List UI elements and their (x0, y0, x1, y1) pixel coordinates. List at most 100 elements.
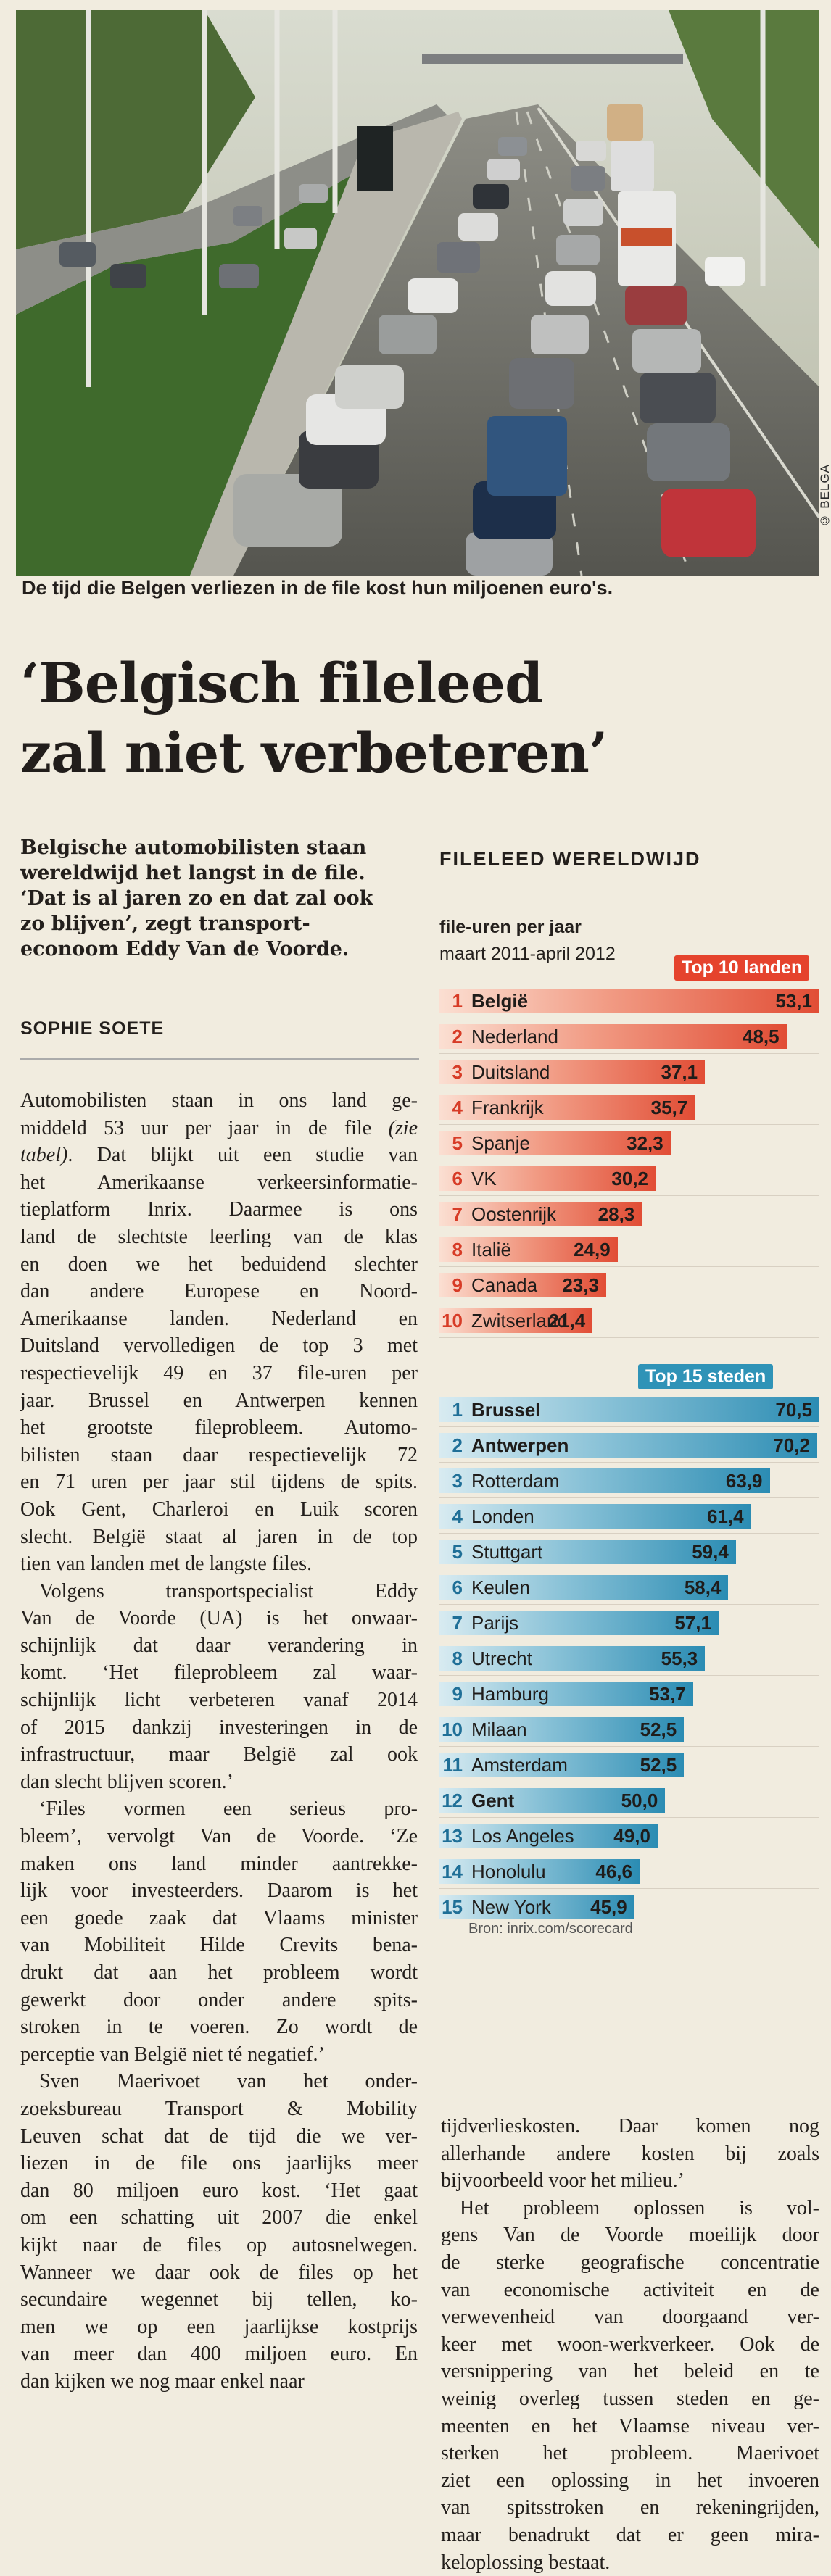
value-label: 50,0 (607, 1788, 658, 1813)
category-label: Honolulu (471, 1859, 546, 1884)
category-label: Stuttgart (471, 1540, 542, 1564)
lead-line: Belgische automobilisten staan (20, 835, 426, 860)
category-label: Los Angeles (471, 1824, 574, 1848)
value-label: 61,4 (693, 1504, 744, 1529)
value-label: 21,4 (534, 1308, 585, 1333)
article-line: verweven­heid van doorgaand ver- (441, 2303, 819, 2331)
article-line: de sterke geografische concentratie (441, 2249, 819, 2277)
article-line: meenten en het Vlaamse niveau ver- (441, 2413, 819, 2440)
article-line: slecht. België staat al jaren in de top (20, 1524, 418, 1551)
article-line: middeld 53 uur per jaar in de file (zie (20, 1115, 418, 1142)
value-label: 70,5 (761, 1397, 812, 1422)
article-line: dan 80 miljoen euro kost. ‘Het gaat (20, 2177, 418, 2205)
category-label: Keulen (471, 1575, 530, 1600)
article-line: om een schatting uit 2007 die enkel (20, 2204, 418, 2232)
category-label: Antwerpen (471, 1433, 569, 1458)
rank-label: 3 (439, 1060, 463, 1084)
article-line: secundaire wegennet bij tellen, ko- (20, 2286, 418, 2314)
rank-label: 7 (439, 1611, 463, 1635)
category-label: Spanje (471, 1131, 530, 1155)
lead-line: wereldwijd het langst in de file. (20, 860, 426, 886)
category-label: Amsterdam (471, 1753, 568, 1777)
article-line: bijvoorbeeld voor het milieu.’ (441, 2167, 819, 2195)
article-line: Volgens transportspecialist Eddy (20, 1578, 418, 1605)
rank-label: 3 (439, 1468, 463, 1493)
rank-label: 9 (439, 1273, 463, 1297)
category-label: Parijs (471, 1611, 518, 1635)
value-label: 46,6 (582, 1859, 632, 1884)
category-label: Oostenrijk (471, 1202, 556, 1226)
infobox-subtitle: file-uren per jaar (439, 917, 582, 938)
article-line: of 2015 dankzij investeringen in de (20, 1714, 418, 1742)
chart-row: 4 Frankrijk 35,7 (439, 1089, 819, 1125)
value-label: 24,9 (560, 1237, 611, 1262)
value-label: 63,9 (712, 1468, 763, 1493)
lead-line: econoom Eddy Van de Voorde. (20, 936, 426, 962)
headline: ‘Belgisch fileleed zal niet verbeteren’ (20, 649, 811, 788)
article-line: schijnlijk licht verbeteren vanaf 2014 (20, 1687, 418, 1714)
category-label: Londen (471, 1504, 534, 1529)
rank-label: 8 (439, 1646, 463, 1671)
photo-credit: © BELGA (818, 464, 831, 527)
category-label: België (471, 989, 528, 1013)
byline-divider (20, 1058, 419, 1060)
cities-chart-title: Top 15 steden (638, 1364, 773, 1389)
article-line: land de slechtste leerling van de klas (20, 1223, 418, 1251)
article-line: ‘Files vormen een serieus pro- (20, 1795, 418, 1823)
article-line: keer met woon-werkverkeer. Ook de (441, 2331, 819, 2359)
article-line: bleem’, vervolgt Van de Voorde. ‘Ze (20, 1823, 418, 1850)
infobox-period: maart 2011-april 2012 (439, 944, 616, 965)
value-label: 58,4 (670, 1575, 721, 1600)
category-label: VK (471, 1166, 497, 1191)
article-line: liezen in de file ons jaarlijks meer (20, 2150, 418, 2177)
category-label: Italië (471, 1237, 511, 1262)
category-label: Frankrijk (471, 1095, 544, 1120)
category-label: Milaan (471, 1717, 527, 1742)
rank-label: 4 (439, 1095, 463, 1120)
chart-row: 3 Rotterdam 63,9 (439, 1463, 819, 1498)
article-line: een goede zaak dat Vlaams minister (20, 1905, 418, 1932)
article-line: ziet een oplossing in het invoeren (441, 2467, 819, 2495)
article-line: Sven Maerivoet van het onder- (20, 2068, 418, 2095)
rank-label: 6 (439, 1575, 463, 1600)
value-label: 48,5 (729, 1024, 780, 1049)
article-line: Het probleem oplossen is vol- (441, 2195, 819, 2222)
category-label: Rotterdam (471, 1468, 559, 1493)
chart-row: 6 Keulen 58,4 (439, 1569, 819, 1605)
article-line: zoeksbureau Transport & Mobility (20, 2095, 418, 2123)
article-line: stroken in te voeren. Zo wordt de (20, 2014, 418, 2041)
article-line: perceptie van België niet té negatief.’ (20, 2041, 418, 2069)
article-line: dan andere Europese en Noord- (20, 1278, 418, 1305)
article-line: jaar. Brussel en Antwerpen kennen (20, 1387, 418, 1415)
article-line: respectievelijk 49 en 37 file-uren per (20, 1360, 418, 1387)
lead-line: ‘Dat is al jaren zo en dat zal ook (20, 886, 426, 911)
value-label: 55,3 (647, 1646, 698, 1671)
rank-label: 2 (439, 1024, 463, 1049)
category-label: Nederland (471, 1024, 558, 1049)
article-line: Wanneer we daar ook de files op het (20, 2259, 418, 2287)
article-line: van Mobiliteit Hilde Crevits bena- (20, 1932, 418, 1959)
value-label: 23,3 (548, 1273, 599, 1297)
article-line: het Amerikaanse verkeersinformatie- (20, 1169, 418, 1197)
value-label: 35,7 (637, 1095, 687, 1120)
rank-label: 1 (439, 989, 463, 1013)
article-line: het grootste fileprobleem. Automo- (20, 1414, 418, 1442)
article-line: allerhande andere kosten bij zoals (441, 2140, 819, 2168)
